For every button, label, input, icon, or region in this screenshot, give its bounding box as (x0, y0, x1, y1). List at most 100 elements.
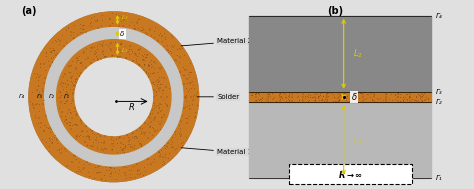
Point (66, 121, 74, 124)
Point (147, 63, 155, 66)
Point (136, 173, 143, 176)
Point (31, 114, 39, 117)
Point (42, 55, 50, 58)
Text: $L_2$: $L_2$ (121, 14, 129, 22)
Point (148, 112, 156, 115)
Point (96, 57, 103, 60)
Point (190, 93, 197, 96)
Point (167, 51, 174, 54)
Point (156, 32, 164, 35)
Point (48, 140, 56, 143)
Point (354, 93, 361, 96)
Point (396, 96, 404, 99)
Point (150, 106, 158, 109)
Point (333, 97, 341, 100)
Point (36, 61, 44, 64)
Point (137, 145, 145, 148)
Point (179, 73, 187, 76)
Point (161, 44, 168, 47)
Point (147, 59, 155, 62)
Point (87, 46, 95, 49)
Point (187, 71, 194, 74)
Point (64, 26, 72, 29)
Point (311, 96, 319, 99)
Point (319, 95, 326, 98)
Point (410, 98, 418, 101)
Point (130, 136, 138, 139)
Point (125, 24, 133, 27)
Point (161, 146, 168, 149)
Point (258, 96, 265, 99)
Point (348, 92, 356, 95)
Point (162, 155, 169, 158)
Point (380, 98, 387, 101)
Wedge shape (45, 28, 183, 166)
Point (183, 116, 191, 119)
Point (342, 96, 350, 99)
Point (46, 131, 54, 134)
Point (30, 106, 38, 109)
Point (285, 95, 293, 98)
Point (121, 143, 129, 146)
Point (121, 17, 128, 20)
Point (96, 134, 103, 137)
Point (62, 117, 70, 120)
Point (181, 54, 188, 57)
Point (36, 125, 44, 129)
Point (176, 126, 183, 129)
Point (352, 94, 359, 97)
Point (347, 99, 355, 102)
Point (107, 138, 115, 141)
Point (161, 144, 168, 147)
Point (305, 98, 312, 101)
Point (82, 134, 90, 137)
Point (109, 139, 117, 142)
Point (78, 130, 85, 133)
Point (62, 164, 70, 167)
Point (143, 163, 151, 166)
Point (254, 97, 261, 100)
Point (416, 97, 424, 100)
Point (340, 93, 348, 96)
Point (392, 98, 399, 101)
Point (262, 98, 269, 101)
Point (187, 86, 195, 89)
Point (322, 93, 329, 96)
Point (164, 156, 172, 159)
Point (276, 97, 283, 100)
Point (100, 53, 107, 56)
Point (46, 139, 54, 142)
Point (141, 56, 149, 59)
Point (175, 61, 182, 64)
Point (104, 44, 112, 47)
Point (324, 92, 331, 95)
Point (320, 99, 328, 102)
Point (182, 96, 190, 99)
Point (121, 44, 129, 47)
Point (336, 99, 343, 102)
Point (108, 22, 116, 25)
Point (71, 79, 79, 82)
Point (155, 155, 163, 158)
Point (90, 14, 98, 17)
Point (52, 39, 60, 42)
Point (67, 63, 75, 66)
Point (28, 102, 36, 105)
Point (128, 136, 136, 139)
Point (73, 157, 80, 160)
Point (145, 131, 153, 134)
Point (158, 163, 166, 166)
Point (126, 48, 133, 51)
Point (87, 144, 95, 147)
Point (113, 13, 121, 16)
Point (50, 48, 57, 51)
Point (40, 99, 47, 102)
Point (85, 162, 92, 165)
Point (314, 97, 321, 100)
Point (64, 92, 72, 95)
Point (317, 99, 325, 102)
Point (48, 49, 56, 52)
Point (348, 95, 356, 98)
Point (126, 176, 133, 179)
Point (102, 54, 109, 57)
